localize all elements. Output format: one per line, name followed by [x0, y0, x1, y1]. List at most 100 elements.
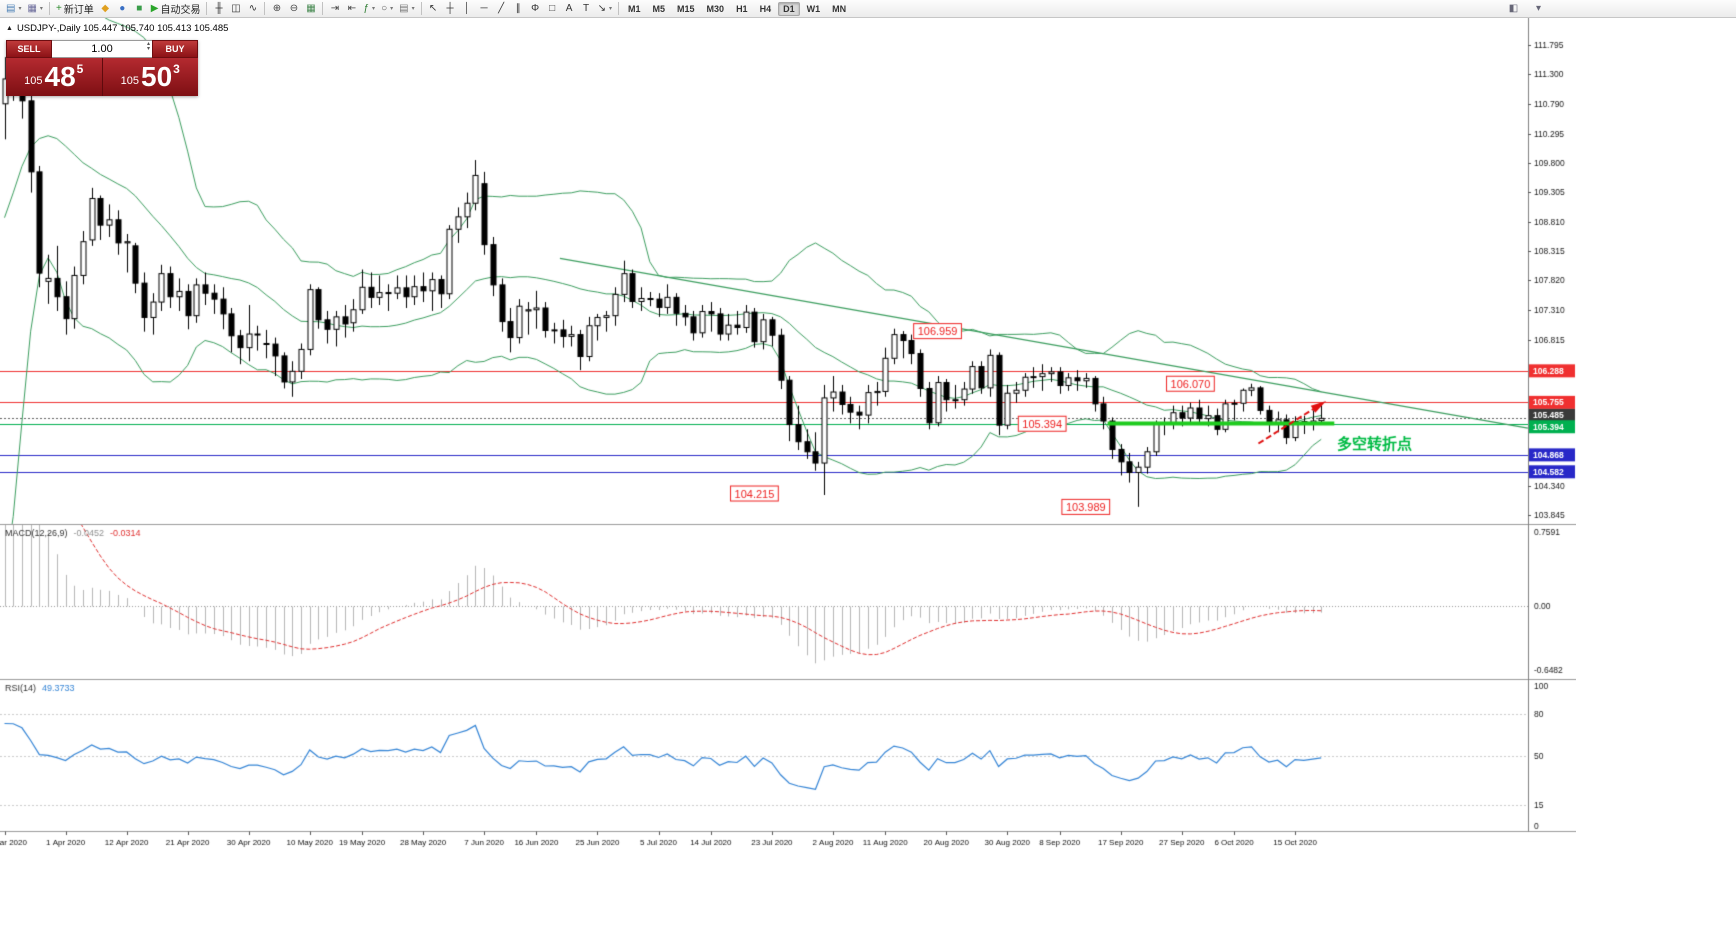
volume-down-icon[interactable]: ▾ — [146, 46, 150, 53]
profiles-button[interactable]: ▦ ▾ — [24, 1, 45, 17]
bar-chart-button[interactable]: ╫ — [210, 1, 227, 17]
timeframe-d1[interactable]: D1 — [778, 1, 800, 16]
buy-button[interactable]: BUY — [152, 40, 198, 58]
timeframe-h1[interactable]: H1 — [731, 2, 753, 16]
auto-scroll-icon: ⇥ — [330, 2, 340, 14]
new-window-button[interactable]: ◧ — [1505, 1, 1522, 17]
auto-trading-button[interactable]: ▶ 自动交易 — [148, 1, 204, 17]
candlestick-icon: ◫ — [231, 2, 241, 14]
symbol-ohlc-text: USDJPY-,Daily 105.447 105.740 105.413 10… — [16, 23, 229, 34]
dropdown-arrow-icon: ▾ — [390, 6, 394, 12]
new-chart-button[interactable]: ▤ ▾ — [3, 1, 24, 17]
timeframe-m1[interactable]: M1 — [623, 2, 646, 16]
new-order-icon: + — [55, 2, 62, 14]
periods-icon: ○ — [381, 2, 388, 14]
profiles-icon: ▦ — [27, 2, 37, 14]
label-icon: T — [583, 2, 590, 14]
buy-price-pips: 50 — [141, 61, 173, 92]
chart-shift-icon: ⇤ — [347, 2, 357, 14]
chart-shift-button[interactable]: ⇤ — [343, 1, 360, 17]
periods-button[interactable]: ○ ▾ — [378, 1, 396, 17]
collapse-one-click-icon[interactable]: ▲ — [6, 25, 13, 32]
arrows-button[interactable]: ↘ ▾ — [595, 1, 615, 17]
horizontal-line-button[interactable]: ─ — [476, 1, 493, 17]
line-chart-button[interactable]: ∿ — [244, 1, 261, 17]
candlestick-button[interactable]: ◫ — [227, 1, 244, 17]
sell-price-pips: 48 — [44, 61, 76, 92]
sell-button[interactable]: SELL — [6, 40, 52, 58]
trendline-icon: ╱ — [498, 2, 505, 14]
arrows-icon: ↘ — [597, 2, 606, 14]
toolbar-separator — [206, 2, 208, 15]
toolbar-separator — [264, 2, 266, 15]
channel-button[interactable]: ∥ — [510, 1, 527, 17]
navigator-button[interactable]: ■ — [131, 1, 148, 17]
new-order-button[interactable]: + 新订单 — [53, 1, 97, 17]
tile-windows-button[interactable]: ▦ — [302, 1, 319, 17]
timeframe-m5[interactable]: M5 — [648, 2, 671, 16]
sell-price[interactable]: 105 48 5 — [6, 58, 103, 96]
toolbar-right: ◧ ▾ — [1505, 1, 1547, 17]
metaeditor-icon: ◆ — [101, 2, 110, 14]
timeframe-mn[interactable]: MN — [827, 2, 851, 16]
dropdown-arrow-icon: ▾ — [18, 6, 22, 12]
one-click-trading-panel: SELL 1.00 ▴ ▾ BUY 105 48 5 105 — [6, 40, 198, 96]
toolbar-separator — [420, 2, 422, 15]
line-chart-icon: ∿ — [248, 2, 258, 14]
bar-chart-icon: ╫ — [215, 2, 223, 14]
metaeditor-button[interactable]: ◆ — [97, 1, 114, 17]
auto-scroll-button[interactable]: ⇥ — [326, 1, 343, 17]
vertical-line-icon: │ — [463, 2, 471, 14]
crosshair-button[interactable]: ┼ — [442, 1, 459, 17]
timeframe-toolbar: M1 M5 M15 M30 H1 H4 D1 W1 MN — [622, 1, 852, 16]
dropdown-arrow-icon: ▾ — [39, 6, 43, 12]
dropdown-arrow-icon: ▾ — [372, 6, 376, 12]
text-button[interactable]: A — [561, 1, 578, 17]
zoom-in-button[interactable]: ⊕ — [268, 1, 285, 17]
shapes-icon: □ — [549, 2, 556, 14]
fibonacci-button[interactable]: Φ — [527, 1, 544, 17]
horizontal-line-icon: ─ — [480, 2, 488, 14]
shapes-button[interactable]: □ — [544, 1, 561, 17]
timeframe-w1[interactable]: W1 — [802, 2, 826, 16]
one-click-header: SELL 1.00 ▴ ▾ BUY — [6, 40, 198, 58]
trendline-button[interactable]: ╱ — [493, 1, 510, 17]
new-chart-icon: ▤ — [6, 2, 16, 14]
new-order-button-label: 新订单 — [63, 5, 94, 16]
tile-windows-icon: ▦ — [306, 2, 316, 14]
navigator-icon: ■ — [136, 2, 143, 14]
market-watch-button[interactable]: ● — [114, 1, 131, 17]
timeframe-m30[interactable]: M30 — [702, 2, 730, 16]
auto-trading-icon: ▶ — [150, 2, 159, 14]
timeframe-m15[interactable]: M15 — [672, 2, 700, 16]
indicators-button[interactable]: ƒ ▾ — [360, 1, 378, 17]
zoom-out-icon: ⊖ — [289, 2, 299, 14]
chart-window: ▲ USDJPY-,Daily 105.447 105.740 105.413 … — [0, 18, 1576, 853]
price-chart-canvas[interactable] — [0, 18, 1576, 853]
volume-spinner: ▴ ▾ — [146, 41, 150, 53]
text-icon: A — [565, 2, 573, 14]
new-window-icon: ◧ — [1508, 2, 1519, 14]
toolbar-separator — [48, 2, 50, 15]
volume-input[interactable]: 1.00 ▴ ▾ — [52, 40, 152, 58]
arrange-windows-button[interactable]: ▾ — [1530, 1, 1547, 17]
templates-button[interactable]: ▤ ▾ — [396, 1, 417, 17]
zoom-out-button[interactable]: ⊖ — [285, 1, 302, 17]
cursor-icon: ↖ — [428, 2, 438, 14]
main-toolbar: ▤ ▾ ▦ ▾ + 新订单 ◆ ● ■ ▶ 自动交易 ╫ ◫ ∿ ⊕ ⊖ ▦ ⇥ ⇤ ƒ ▾ ○ ▾ ▤ ▾ ↖ ┼ │ ─ ╱ ∥ Φ □ A T… — [0, 0, 1736, 18]
buy-price-figure: 105 — [120, 75, 139, 87]
dropdown-arrow-icon: ▾ — [411, 6, 415, 12]
buy-price[interactable]: 105 50 3 — [102, 58, 198, 96]
sell-price-figure: 105 — [24, 75, 43, 87]
buy-price-point: 3 — [173, 62, 180, 76]
label-button[interactable]: T — [578, 1, 595, 17]
dropdown-arrow-icon: ▾ — [608, 6, 612, 12]
sell-price-point: 5 — [76, 62, 84, 76]
cursor-button[interactable]: ↖ — [425, 1, 442, 17]
volume-up-icon[interactable]: ▴ — [146, 41, 150, 47]
timeframe-h4[interactable]: H4 — [755, 2, 777, 16]
toolbar-separator — [618, 2, 619, 15]
vertical-line-button[interactable]: │ — [459, 1, 476, 17]
channel-icon: ∥ — [515, 2, 521, 14]
